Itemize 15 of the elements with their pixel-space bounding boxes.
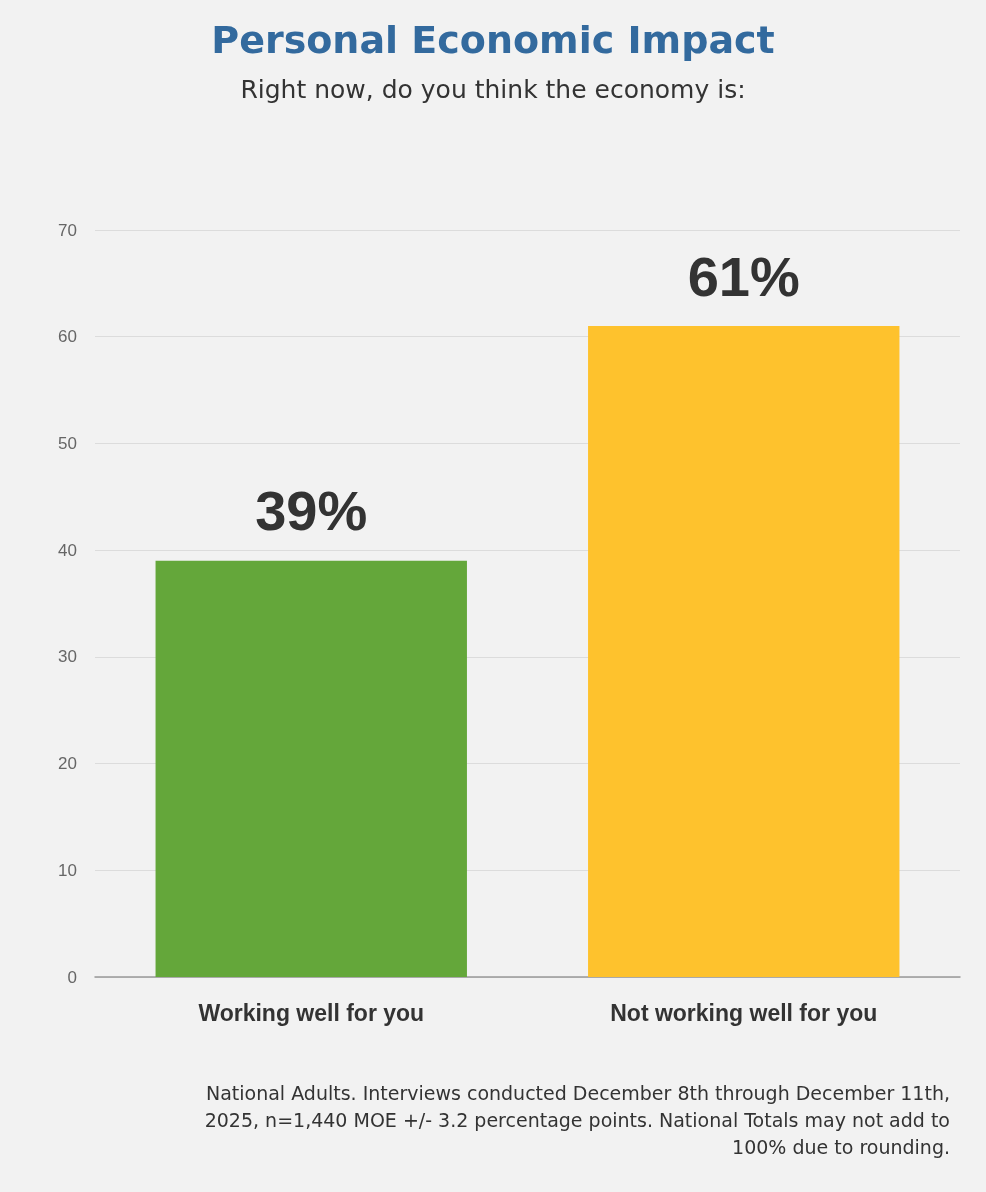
y-tick-label: 60: [58, 327, 77, 347]
chart-subtitle: Right now, do you think the economy is:: [240, 75, 746, 104]
y-tick-label: 50: [58, 433, 77, 453]
y-tick-label: 40: [58, 540, 77, 560]
data-label: 61%: [687, 244, 800, 308]
y-tick-label: 70: [58, 220, 77, 240]
x-tick-label: Working well for you: [198, 999, 425, 1026]
text: National Adults. Interviews conducted December 8th through December 11th, 2025, n=1,440 MOE +/- 3.2 percentage points. National Totals may not add to 100% due to rounding.: [203, 1081, 950, 1160]
y-tick-label: 20: [58, 754, 77, 774]
x-tick-label: Not working well for you: [610, 999, 878, 1026]
data-label: 39%: [255, 479, 368, 543]
y-tick-label: 30: [58, 647, 77, 667]
y-tick-label: 10: [58, 860, 77, 880]
chart-title: Personal Economic Impact: [211, 18, 775, 62]
y-tick-label: 0: [67, 967, 77, 987]
